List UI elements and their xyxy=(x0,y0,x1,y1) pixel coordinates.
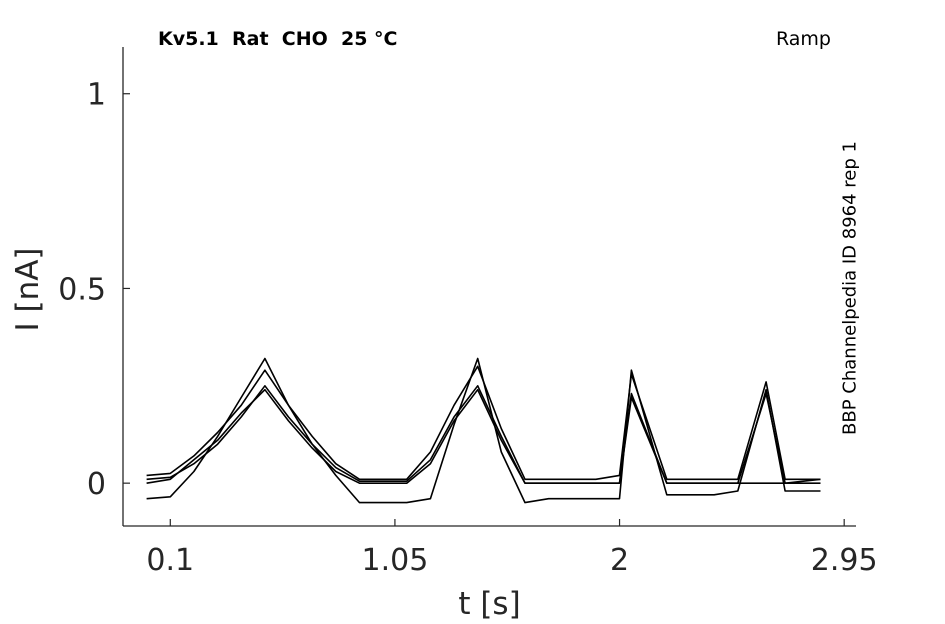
protocol-label: Ramp xyxy=(776,28,831,50)
x-tick-label: 1.05 xyxy=(362,543,429,578)
current-trace-2 xyxy=(146,365,821,481)
x-tick-label: 0.1 xyxy=(146,543,194,578)
y-tick-label: 0.5 xyxy=(58,272,106,307)
x-axis-label: t [s] xyxy=(458,586,520,622)
y-ticks: 00.51 xyxy=(58,78,130,502)
current-trace-4 xyxy=(146,388,821,484)
x-ticks: 0.1 1.05 2 2.95 xyxy=(146,519,878,578)
chart-title: Kv5.1 Rat CHO 25 °C xyxy=(158,28,398,50)
x-tick-label: 2 xyxy=(610,543,629,578)
y-tick-label: 1 xyxy=(87,78,106,113)
y-tick-label: 0 xyxy=(87,467,106,502)
current-trace-3 xyxy=(146,357,821,504)
traces xyxy=(146,357,821,504)
axes xyxy=(122,47,856,527)
y-axis-label: I [nA] xyxy=(10,247,46,331)
x-tick-label: 2.95 xyxy=(811,543,878,578)
